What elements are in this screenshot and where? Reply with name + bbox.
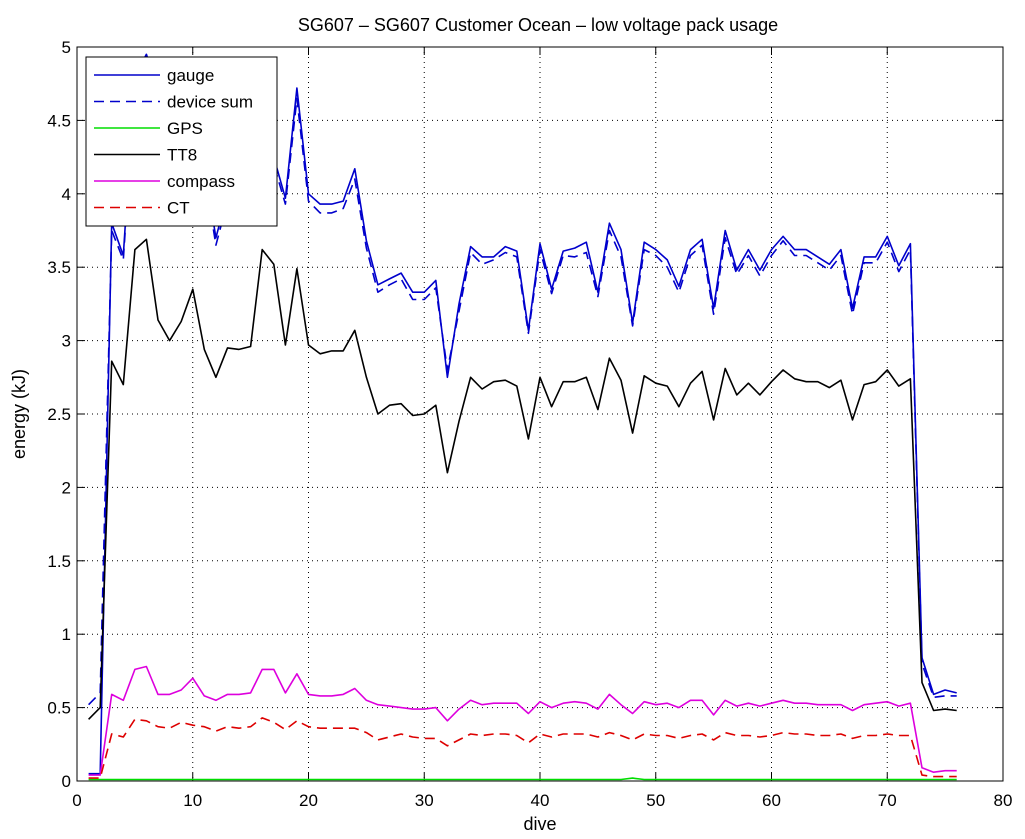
x-tick-label: 60 — [762, 791, 781, 810]
x-tick-label: 50 — [646, 791, 665, 810]
x-tick-label: 30 — [415, 791, 434, 810]
x-tick-label: 80 — [994, 791, 1013, 810]
chart-title: SG607 – SG607 Customer Ocean – low volta… — [298, 15, 778, 35]
y-tick-label: 1 — [62, 625, 71, 644]
x-tick-label: 0 — [72, 791, 81, 810]
legend-label: gauge — [167, 66, 214, 85]
x-tick-label: 70 — [878, 791, 897, 810]
legend-box — [85, 56, 278, 227]
y-tick-label: 1.5 — [47, 552, 71, 571]
legend: gauge device sum GPS TT8 compass CT — [85, 56, 278, 227]
x-tick-label: 10 — [183, 791, 202, 810]
y-tick-label: 3.5 — [47, 258, 71, 277]
y-tick-label: 2 — [62, 478, 71, 497]
y-tick-label: 5 — [62, 38, 71, 57]
legend-label: compass — [167, 172, 235, 191]
y-tick-label: 3 — [62, 332, 71, 351]
axis-ticks: 0 10 20 30 40 50 60 70 80 0 0.5 1 1.5 2 2.5 3 3.5 4 4.5 5 — [47, 38, 1012, 810]
y-tick-label: 0 — [62, 772, 71, 791]
y-tick-label: 4 — [62, 185, 71, 204]
y-tick-label: 0.5 — [47, 699, 71, 718]
y-tick-label: 4.5 — [47, 111, 71, 130]
series-line-compass — [88, 665, 957, 776]
legend-label: CT — [167, 199, 190, 218]
legend-label: device sum — [167, 93, 253, 112]
x-tick-label: 20 — [299, 791, 318, 810]
x-axis-label: dive — [523, 814, 556, 834]
legend-label: TT8 — [167, 146, 197, 165]
series-line-gps — [88, 777, 957, 781]
y-axis-label: energy (kJ) — [9, 369, 29, 459]
x-tick-label: 40 — [531, 791, 550, 810]
legend-label: GPS — [167, 119, 203, 138]
series-line-ct — [88, 717, 957, 779]
series-line-tt8 — [88, 238, 957, 720]
y-tick-label: 2.5 — [47, 405, 71, 424]
